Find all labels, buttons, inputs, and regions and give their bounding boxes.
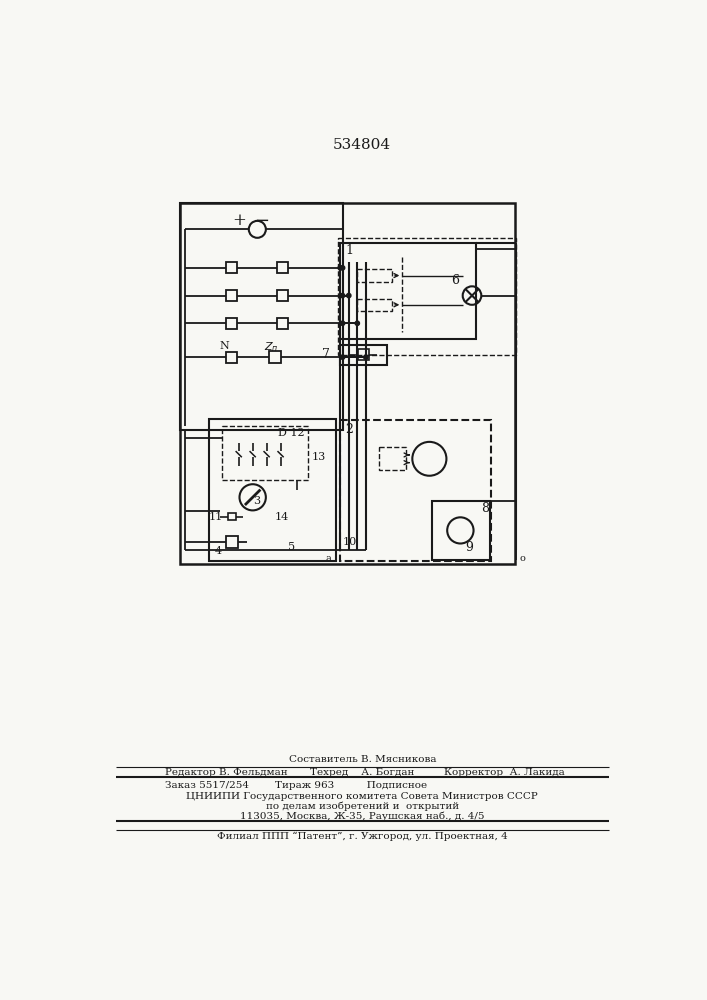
Text: 8: 8 [481, 502, 489, 515]
Circle shape [355, 321, 359, 325]
Bar [226, 536, 238, 548]
Bar [226, 262, 237, 273]
Text: a: a [326, 554, 332, 563]
Bar [357, 269, 392, 282]
Bar [358, 349, 369, 360]
Text: 3: 3 [253, 496, 260, 506]
Text: Заказ 5517/254        Тираж 963          Подписное: Заказ 5517/254 Тираж 963 Подписное [165, 781, 427, 790]
Bar [338, 238, 516, 355]
Bar [357, 299, 392, 311]
Text: N: N [219, 341, 229, 351]
Bar [276, 290, 288, 301]
Bar [228, 513, 235, 520]
Text: $Z_п$: $Z_п$ [264, 340, 279, 354]
Text: 9: 9 [466, 541, 474, 554]
Text: 10: 10 [343, 537, 357, 547]
Bar [379, 447, 406, 470]
Circle shape [340, 321, 345, 325]
Circle shape [340, 293, 345, 298]
Text: 7: 7 [322, 348, 329, 361]
Text: 113035, Москва, Ж-35, Раушская наб., д. 4/5: 113035, Москва, Ж-35, Раушская наб., д. … [240, 811, 484, 821]
Circle shape [340, 266, 345, 270]
Circle shape [338, 266, 342, 270]
Bar [209, 419, 337, 561]
Text: 5: 5 [288, 542, 295, 552]
Text: Редактор В. Фельдман: Редактор В. Фельдман [165, 768, 288, 777]
Text: D 12: D 12 [278, 428, 305, 438]
Bar [226, 318, 237, 329]
Bar [226, 352, 237, 363]
Text: Корректор  А. Лакида: Корректор А. Лакида [444, 768, 565, 777]
Text: 4: 4 [215, 546, 222, 556]
Text: ЦНИИПИ Государственного комитета Совета Министров СССР: ЦНИИПИ Государственного комитета Совета … [187, 792, 538, 801]
Bar [340, 420, 491, 561]
Bar [180, 203, 515, 564]
Text: +: + [232, 212, 245, 229]
Bar [269, 351, 281, 363]
Text: 2: 2 [346, 423, 354, 436]
Bar [340, 243, 476, 339]
Text: по делам изобретений и  открытий: по делам изобретений и открытий [266, 801, 459, 811]
Text: 6: 6 [451, 274, 459, 287]
Text: Филиал ППП “Патент”, г. Ужгород, ул. Проектная, 4: Филиал ППП “Патент”, г. Ужгород, ул. Про… [217, 831, 508, 841]
Bar [180, 203, 343, 430]
Bar [276, 262, 288, 273]
Text: 534804: 534804 [333, 138, 391, 152]
Text: 13: 13 [312, 452, 326, 462]
Text: Техред    А. Богдан: Техред А. Богдан [310, 768, 414, 777]
Bar [276, 318, 288, 329]
Text: 1: 1 [346, 244, 354, 257]
Circle shape [340, 355, 345, 359]
Bar [226, 290, 237, 301]
Text: Составитель В. Мясникова: Составитель В. Мясникова [288, 755, 436, 764]
Bar [432, 501, 490, 560]
Text: o: o [520, 554, 525, 563]
Text: 14: 14 [274, 512, 288, 522]
Bar [222, 426, 308, 480]
Text: 11: 11 [209, 512, 223, 522]
Bar [340, 345, 387, 365]
Circle shape [363, 355, 368, 359]
Circle shape [346, 293, 351, 298]
Text: −: − [255, 212, 269, 230]
